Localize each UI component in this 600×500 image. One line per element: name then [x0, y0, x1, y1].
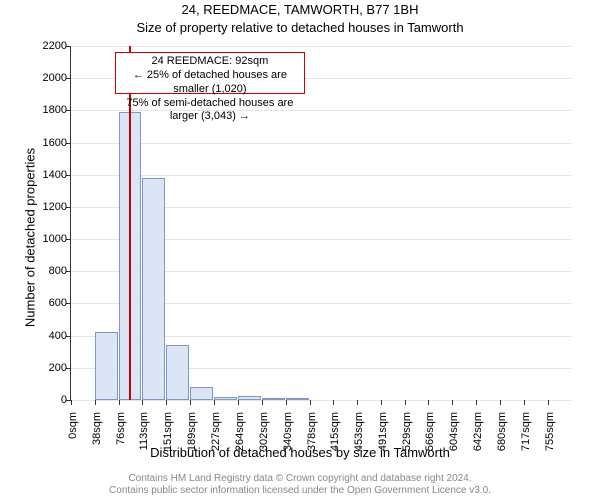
- histogram-bar: [190, 387, 213, 400]
- x-tick-label: 302sqm: [258, 412, 270, 472]
- x-tick-mark: [286, 400, 287, 405]
- annotation-line-3: 75% of semi-detached houses are larger (…: [120, 97, 299, 125]
- histogram-bar: [262, 398, 285, 400]
- histogram-bar: [142, 178, 165, 400]
- x-tick-mark: [71, 400, 72, 405]
- y-tick-label: 2200: [27, 40, 67, 52]
- chart-plot-area: 0200400600800100012001400160018002000220…: [70, 46, 571, 401]
- x-tick-mark: [166, 400, 167, 405]
- gridline: [71, 143, 571, 144]
- x-tick-label: 453sqm: [353, 412, 365, 472]
- x-tick-label: 604sqm: [448, 412, 460, 472]
- x-tick-mark: [190, 400, 191, 405]
- histogram-bar: [238, 396, 261, 400]
- histogram-bar: [166, 345, 189, 400]
- x-tick-mark: [310, 400, 311, 405]
- gridline: [71, 175, 571, 176]
- histogram-bar: [95, 332, 118, 400]
- histogram-bar: [214, 397, 236, 400]
- y-tick-label: 1600: [27, 137, 67, 149]
- x-tick-label: 38sqm: [91, 412, 103, 472]
- y-tick-label: 400: [27, 330, 67, 342]
- x-tick-label: 113sqm: [138, 412, 150, 472]
- x-tick-mark: [95, 400, 96, 405]
- histogram-bar: [286, 398, 309, 400]
- annotation-line-2: ← 25% of detached houses are smaller (1,…: [120, 69, 299, 97]
- x-tick-mark: [524, 400, 525, 405]
- x-tick-mark: [452, 400, 453, 405]
- x-tick-label: 340sqm: [282, 412, 294, 472]
- x-tick-mark: [381, 400, 382, 405]
- x-tick-label: 566sqm: [424, 412, 436, 472]
- footnote-line-1: Contains HM Land Registry data © Crown c…: [128, 473, 471, 484]
- page-title: 24, REEDMACE, TAMWORTH, B77 1BH: [0, 2, 600, 17]
- x-tick-label: 491sqm: [377, 412, 389, 472]
- x-tick-label: 642sqm: [472, 412, 484, 472]
- y-tick-label: 200: [27, 362, 67, 374]
- x-tick-mark: [142, 400, 143, 405]
- x-tick-label: 0sqm: [67, 412, 79, 472]
- x-tick-label: 189sqm: [186, 412, 198, 472]
- x-tick-mark: [262, 400, 263, 405]
- y-tick-label: 0: [27, 394, 67, 406]
- y-tick-label: 1400: [27, 169, 67, 181]
- x-tick-mark: [214, 400, 215, 405]
- x-tick-label: 76sqm: [115, 412, 127, 472]
- x-tick-mark: [333, 400, 334, 405]
- x-tick-label: 680sqm: [496, 412, 508, 472]
- y-tick-label: 2000: [27, 72, 67, 84]
- y-tick-label: 1000: [27, 233, 67, 245]
- x-tick-mark: [500, 400, 501, 405]
- footnote: Contains HM Land Registry data © Crown c…: [0, 473, 600, 497]
- x-tick-mark: [119, 400, 120, 405]
- gridline: [71, 46, 571, 47]
- x-tick-mark: [238, 400, 239, 405]
- chart-subtitle: Size of property relative to detached ho…: [0, 20, 600, 35]
- x-tick-mark: [357, 400, 358, 405]
- annotation-box: 24 REEDMACE: 92sqm← 25% of detached hous…: [115, 52, 304, 94]
- x-tick-mark: [428, 400, 429, 405]
- x-tick-label: 529sqm: [401, 412, 413, 472]
- y-tick-label: 800: [27, 265, 67, 277]
- x-tick-mark: [476, 400, 477, 405]
- x-tick-label: 755sqm: [544, 412, 556, 472]
- y-tick-label: 1800: [27, 104, 67, 116]
- x-tick-mark: [548, 400, 549, 405]
- x-tick-label: 151sqm: [162, 412, 174, 472]
- y-tick-label: 1200: [27, 201, 67, 213]
- gridline: [71, 400, 571, 401]
- x-tick-label: 717sqm: [520, 412, 532, 472]
- x-tick-label: 227sqm: [210, 412, 222, 472]
- y-tick-label: 600: [27, 297, 67, 309]
- annotation-line-1: 24 REEDMACE: 92sqm: [120, 55, 299, 69]
- x-tick-label: 378sqm: [306, 412, 318, 472]
- footnote-line-2: Contains public sector information licen…: [109, 485, 491, 496]
- x-tick-label: 264sqm: [234, 412, 246, 472]
- x-tick-mark: [405, 400, 406, 405]
- x-tick-label: 415sqm: [329, 412, 341, 472]
- x-axis-label: Distribution of detached houses by size …: [0, 445, 600, 460]
